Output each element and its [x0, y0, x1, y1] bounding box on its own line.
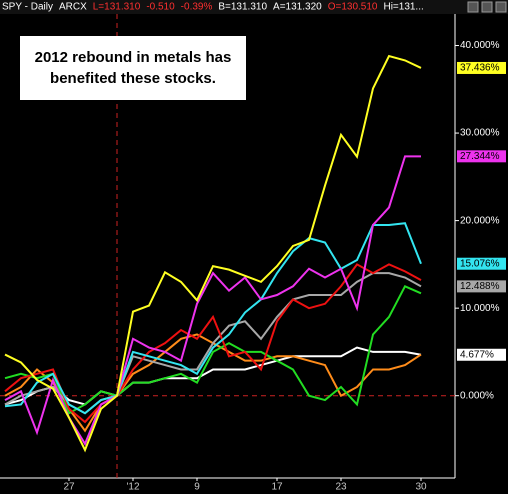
value-label: 4.677% — [460, 349, 494, 360]
x-tick-label: 23 — [335, 482, 347, 493]
header-text: -0.510 — [146, 2, 175, 13]
annotation-box — [20, 36, 246, 100]
annotation: 2012 rebound in metals has — [35, 49, 232, 66]
x-tick-label: 17 — [271, 482, 283, 493]
header-text: L=131.310 — [93, 2, 141, 13]
header-icon[interactable] — [467, 1, 479, 13]
x-tick-label: 27 — [63, 482, 75, 493]
series-line — [4, 54, 422, 453]
value-label: 15.076% — [460, 258, 500, 269]
y-tick-label: 0.000% — [460, 390, 494, 401]
series-line — [4, 222, 422, 415]
annotation: benefited these stocks. — [50, 70, 216, 87]
y-tick-label: 10.000% — [460, 303, 500, 314]
header-text: ARCX — [59, 2, 87, 13]
y-tick-label: 30.000% — [460, 128, 500, 139]
plot — [0, 54, 455, 453]
header-text: -0.39% — [181, 2, 213, 13]
header-text: A=131.320 — [273, 2, 322, 13]
value-label: 12.488% — [460, 281, 500, 292]
value-label: 27.344% — [460, 151, 500, 162]
header-text: Hi=131... — [383, 2, 423, 13]
header-bar — [0, 0, 508, 14]
series-line — [4, 346, 422, 406]
x-tick-label: 9 — [194, 482, 200, 493]
series-line — [4, 284, 422, 415]
y-tick-label: 40.000% — [460, 40, 500, 51]
header-icon[interactable] — [481, 1, 493, 13]
header-text: B=131.310 — [218, 2, 267, 13]
x-tick-label: '12 — [126, 482, 139, 493]
header-text: SPY - Daily — [2, 2, 53, 13]
value-label: 37.436% — [460, 63, 500, 74]
header-icon[interactable] — [495, 1, 507, 13]
value-label-box — [457, 61, 506, 74]
value-label-box — [457, 257, 506, 270]
value-label-box — [457, 280, 506, 293]
value-label-box — [457, 150, 506, 163]
value-label-box — [457, 348, 506, 361]
series-line — [4, 263, 422, 424]
x-tick-label: 30 — [415, 482, 427, 493]
header-text: O=130.510 — [328, 2, 378, 13]
y-tick-label: 20.000% — [460, 215, 500, 226]
